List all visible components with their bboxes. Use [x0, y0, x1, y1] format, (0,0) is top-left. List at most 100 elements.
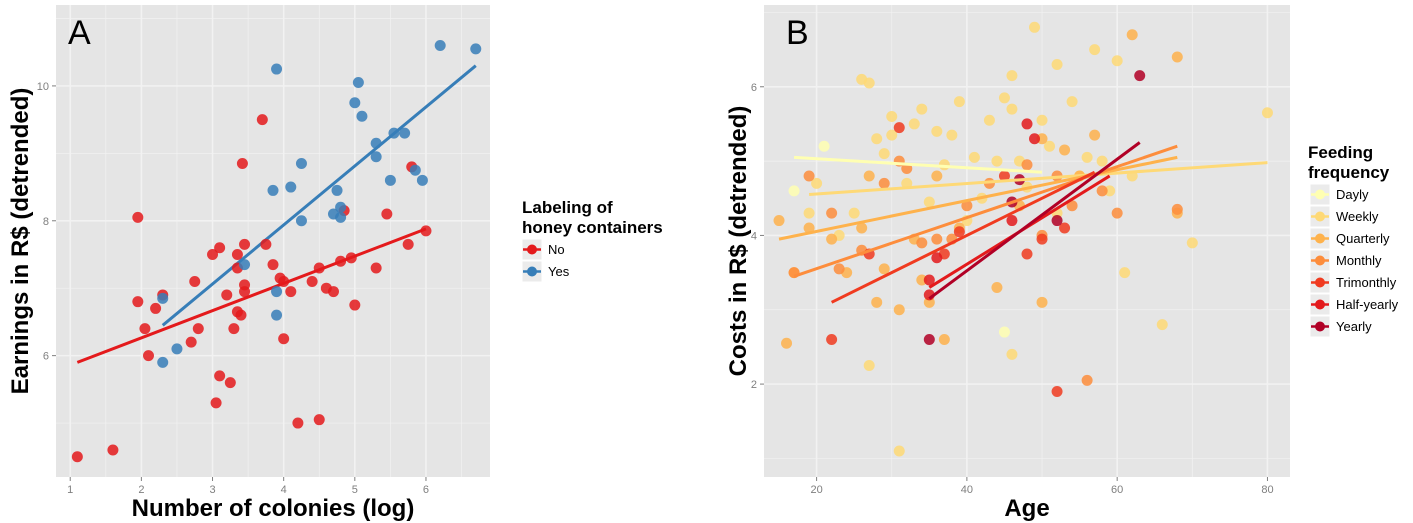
panel-b-point-weekly [1089, 44, 1101, 56]
panel-a-legend-key-dot [527, 266, 537, 277]
panel-a-x-axis-title: Number of colonies (log) [132, 495, 415, 522]
panel-b-point-weekly [1006, 70, 1018, 82]
panel-a-point-no [267, 259, 279, 271]
panel-b-legend-label: Weekly [1336, 209, 1379, 224]
panel-a-point-yes [356, 110, 368, 122]
panel-a-point-no [228, 323, 240, 335]
panel-a-point-yes [295, 157, 307, 169]
panel-a-point-no [327, 286, 339, 298]
panel-a-point-no [381, 208, 393, 220]
panel-a-point-no [139, 323, 151, 335]
panel-a-point-yes [384, 174, 396, 186]
panel-b-point-weekly [878, 148, 890, 160]
panel-b-point-weekly [1156, 319, 1168, 331]
panel-b-point-weekly [923, 196, 935, 208]
panel-a-point-no [402, 238, 414, 250]
panel-b-point-weekly [1186, 237, 1198, 249]
panel-b-point-dayly [998, 326, 1010, 338]
panel-a-point-yes [388, 127, 400, 139]
panel-b-point-trimonthly [826, 333, 838, 345]
panel-b-y-axis-title: Costs in R$ (detrended) [725, 106, 752, 377]
panel-b-point-half-yearly [1021, 118, 1033, 130]
panel-a-point-no [185, 336, 197, 348]
panel-a-point-no [132, 211, 144, 223]
panel-b-point-weekly [1104, 185, 1116, 197]
panel-a-legend: Labeling of honey containers No Yes [521, 198, 663, 283]
panel-b-point-trimonthly [1059, 222, 1071, 234]
panel-b-point-weekly [991, 155, 1003, 167]
panel-b-fit-lines [778, 141, 1268, 304]
panel-b-point-weekly [1029, 21, 1041, 33]
panel-a-x-tick-label: 1 [67, 484, 73, 496]
panel-b-point-weekly [1044, 140, 1056, 152]
panel-a-x-tick-label: 6 [423, 484, 429, 496]
panel-b-point-trimonthly [998, 170, 1010, 182]
panel-b-point-weekly [1051, 58, 1063, 70]
panel-b-point-trimonthly [1021, 248, 1033, 260]
panel-a-point-yes [409, 164, 421, 176]
panel-b-point-monthly [1081, 374, 1093, 386]
panel-a-point-no [278, 333, 290, 345]
panel-b-point-weekly [983, 114, 995, 126]
panel-b-point-dayly [788, 185, 800, 197]
panel-b-point-weekly [968, 151, 980, 163]
panel-b-point-weekly [931, 125, 943, 137]
panel-b-point-monthly [1096, 185, 1108, 197]
panel-b-legend-label: Half-yearly [1336, 297, 1399, 312]
panel-a-label: A [68, 14, 91, 52]
panel-a-point-no [192, 323, 204, 335]
panel-b-point-yearly [1051, 215, 1063, 227]
panel-b-legend-keys: Dayly Weekly Quarterly Monthly Trimonthly Hal… [1309, 183, 1399, 338]
panel-a-point-yes [470, 43, 482, 55]
panel-b-point-quarterly [826, 233, 838, 245]
panel-b-point-monthly [1066, 200, 1078, 212]
panel-b-point-quarterly [893, 304, 905, 316]
panel-b-point-monthly [803, 170, 815, 182]
panel-b-fit-line-quarterly [778, 155, 1178, 241]
panel-a-point-no [224, 377, 236, 389]
panel-a-x-tick-label: 5 [352, 484, 358, 496]
panel-b-point-weekly [1111, 55, 1123, 67]
panel-b-plot-background [764, 5, 1290, 477]
panel-b-point-quarterly [1036, 133, 1048, 145]
panel-a-point-yes [271, 286, 283, 298]
panel-b-point-quarterly [803, 222, 815, 234]
panel-b-fit-line-monthly [793, 144, 1178, 278]
panel-b-point-weekly [811, 177, 823, 189]
panel-b-point-monthly [961, 200, 973, 212]
panel-a-point-yes [295, 215, 307, 227]
panel-a-legend-key-dot [527, 244, 537, 255]
panel-b-point-monthly [878, 177, 890, 189]
panel-b-point-yearly [1134, 70, 1146, 82]
panel-a-fit-line-no [76, 227, 427, 364]
panel-a-x-tick-label: 4 [281, 484, 287, 496]
panel-a-gridlines [56, 5, 490, 477]
panel-a-x-tick-label: 3 [209, 484, 215, 496]
panel-b-legend-title-line-1: Feeding [1308, 143, 1373, 162]
panel-a-point-no [71, 451, 83, 463]
panel-a-point-yes [331, 184, 343, 196]
panel-b-legend-label: Quarterly [1336, 231, 1390, 246]
panel-b-point-trimonthly [893, 122, 905, 134]
panel-b-point-half-yearly [923, 274, 935, 286]
panel-b-point-monthly [1171, 203, 1183, 215]
panel-b-point-half-yearly [1006, 215, 1018, 227]
panel-a-point-yes [349, 97, 361, 109]
panel-a-point-yes [171, 343, 183, 355]
panel-b-legend-key-dot [1315, 255, 1325, 266]
panel-b-point-weekly [886, 129, 898, 141]
panel-b-point-quarterly [991, 281, 1003, 293]
panel-b-point-weekly [1006, 348, 1018, 360]
panel-a-point-no [285, 286, 297, 298]
panel-b-point-yearly [923, 333, 935, 345]
panel-b-point-half-yearly [931, 252, 943, 264]
panel-b-point-weekly [803, 207, 815, 219]
panel-b-legend-key-dot [1315, 211, 1325, 222]
panel-a-point-yes [239, 259, 251, 271]
panel-b-point-monthly [931, 233, 943, 245]
panel-b-label: B [786, 14, 809, 52]
panel-a-point-yes [352, 77, 364, 89]
panel-b-legend-key-dot [1315, 321, 1325, 332]
panel-b-point-weekly [893, 445, 905, 457]
